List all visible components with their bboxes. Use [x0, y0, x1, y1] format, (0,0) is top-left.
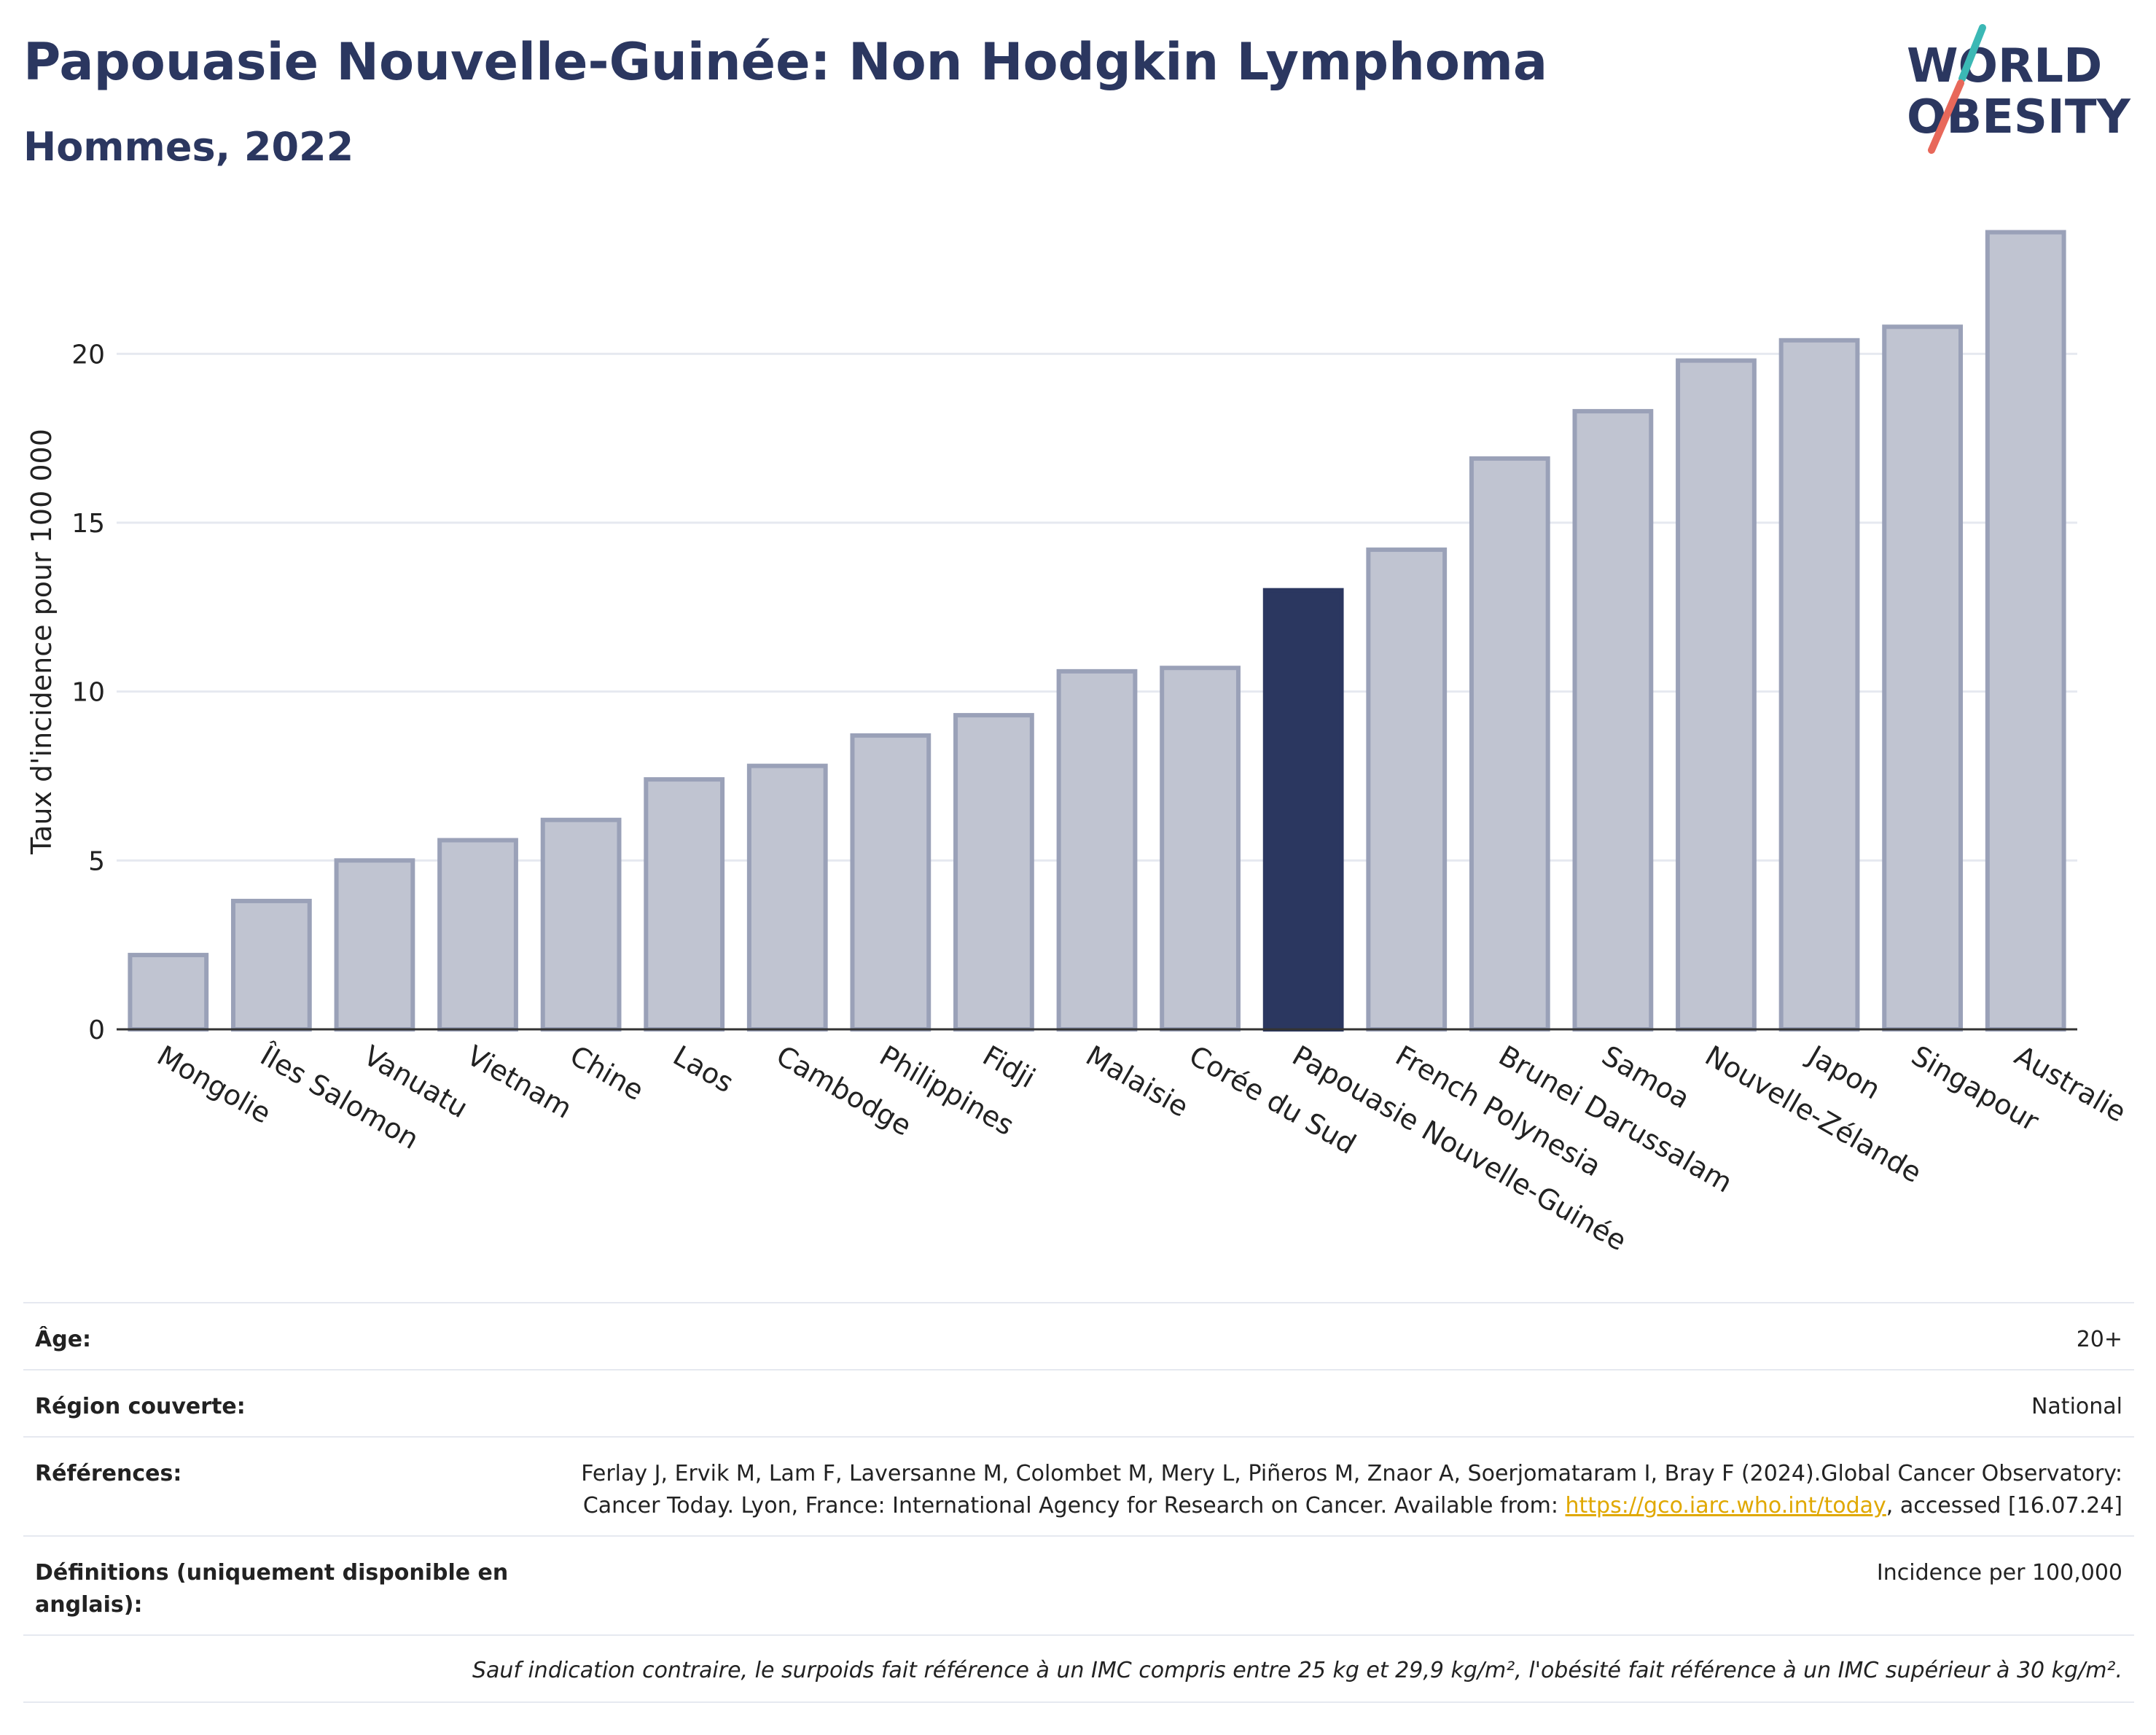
bar-7 [746, 763, 828, 1032]
y-tick-label: 0 [88, 1015, 105, 1045]
y-tick-label: 15 [71, 509, 105, 539]
bar-14 [1469, 456, 1550, 1032]
x-tick-label: Mongolie [152, 1040, 276, 1130]
age-label: Âge: [35, 1327, 92, 1352]
y-axis-label: Taux d'incidence pour 100 000 [26, 429, 58, 855]
bar-2 [230, 898, 312, 1032]
world-obesity-logo: WORLD OBESITY [1907, 24, 2130, 154]
bar-19 [1985, 230, 2066, 1032]
bar-9 [953, 713, 1034, 1032]
bar-16 [1676, 358, 1757, 1032]
logo-slash-teal [1958, 24, 1986, 82]
bar-3 [334, 858, 415, 1032]
meta-row-age: Âge: 20+ [23, 1302, 2134, 1369]
bar-15 [1572, 409, 1654, 1032]
definitions-value: Incidence per 100,000 [1876, 1560, 2122, 1586]
x-tick-label: Malaisie [1081, 1040, 1195, 1123]
page-subtitle: Hommes, 2022 [23, 124, 354, 170]
bar-5 [540, 817, 622, 1032]
y-tick-label: 5 [88, 846, 105, 876]
bar-13 [1366, 547, 1448, 1032]
y-tick-label: 10 [71, 678, 105, 708]
bar-12 [1262, 588, 1344, 1032]
age-value: 20+ [2076, 1327, 2122, 1352]
meta-row-definitions: Définitions (uniquement disponible en an… [23, 1535, 2134, 1634]
meta-row-references: Références: Ferlay J, Ervik M, Lam F, La… [23, 1436, 2134, 1535]
references-label: Références: [35, 1461, 182, 1486]
references-text: Ferlay J, Ervik M, Lam F, Laversanne M, … [581, 1461, 2122, 1518]
references-tail: , accessed [16.07.24] [1886, 1493, 2122, 1518]
bar-6 [644, 777, 725, 1032]
logo-line-world: WORLD [1907, 39, 2102, 93]
definitions-label: Définitions (uniquement disponible en an… [35, 1560, 509, 1618]
logo-slash-red [1928, 79, 1964, 154]
bar-8 [850, 733, 931, 1032]
footnote: Sauf indication contraire, le surpoids f… [23, 1634, 2134, 1703]
bar-1 [128, 953, 209, 1032]
region-label: Région couverte: [35, 1394, 246, 1419]
bars-layer [128, 230, 2066, 1032]
bar-10 [1056, 668, 1138, 1032]
x-tick-label: Laos [668, 1040, 739, 1099]
region-value: National [2031, 1394, 2122, 1419]
metadata-table: Âge: 20+ Région couverte: National Référ… [23, 1302, 2134, 1703]
meta-row-region: Région couverte: National [23, 1369, 2134, 1436]
references-link[interactable]: https://gco.iarc.who.int/today [1565, 1493, 1886, 1518]
bar-17 [1778, 338, 1860, 1032]
bar-18 [1882, 324, 1964, 1032]
x-tick-label: Fidji [977, 1040, 1041, 1095]
bar-4 [437, 838, 518, 1032]
x-tick-label: Vietnam [461, 1040, 577, 1125]
y-tick-label: 20 [71, 340, 105, 370]
references-value: Ferlay J, Ervik M, Lam F, Laversanne M, … [560, 1458, 2122, 1522]
bar-11 [1160, 666, 1241, 1032]
page-title: Papouasie Nouvelle-Guinée: Non Hodgkin L… [23, 32, 1548, 92]
